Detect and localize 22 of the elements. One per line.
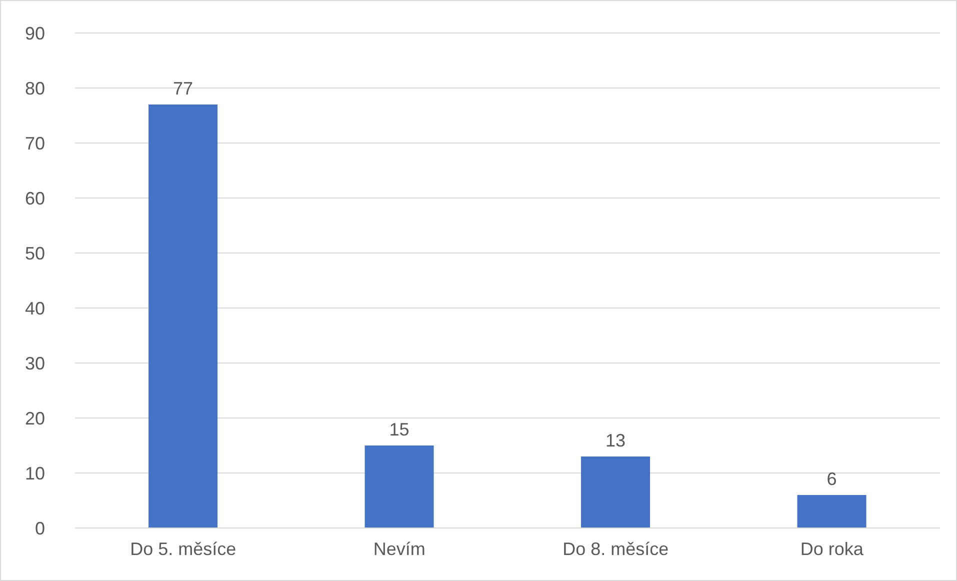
y-tick-label: 70 xyxy=(24,133,45,154)
y-tick-label: 20 xyxy=(24,408,45,428)
bar xyxy=(581,456,650,528)
bar xyxy=(797,495,866,528)
x-tick-label: Do 5. měsíce xyxy=(130,538,236,559)
y-tick-label: 80 xyxy=(24,78,45,98)
bar xyxy=(364,446,434,528)
data-label: 15 xyxy=(389,420,410,440)
x-tick-label: Nevím xyxy=(373,538,426,559)
y-tick-label: 0 xyxy=(34,518,45,538)
y-tick-label: 50 xyxy=(24,243,45,264)
y-tick-label: 40 xyxy=(24,298,45,318)
data-label: 13 xyxy=(606,430,626,450)
bar xyxy=(148,104,218,528)
y-tick-label: 30 xyxy=(24,353,45,374)
y-tick-label: 60 xyxy=(24,188,45,208)
x-tick-label: Do 8. měsíce xyxy=(562,538,669,559)
y-tick-label: 10 xyxy=(24,463,45,484)
y-tick-label: 90 xyxy=(24,23,45,44)
x-tick-label: Do roka xyxy=(800,538,864,559)
data-label: 6 xyxy=(826,469,837,489)
data-label: 77 xyxy=(173,78,194,98)
